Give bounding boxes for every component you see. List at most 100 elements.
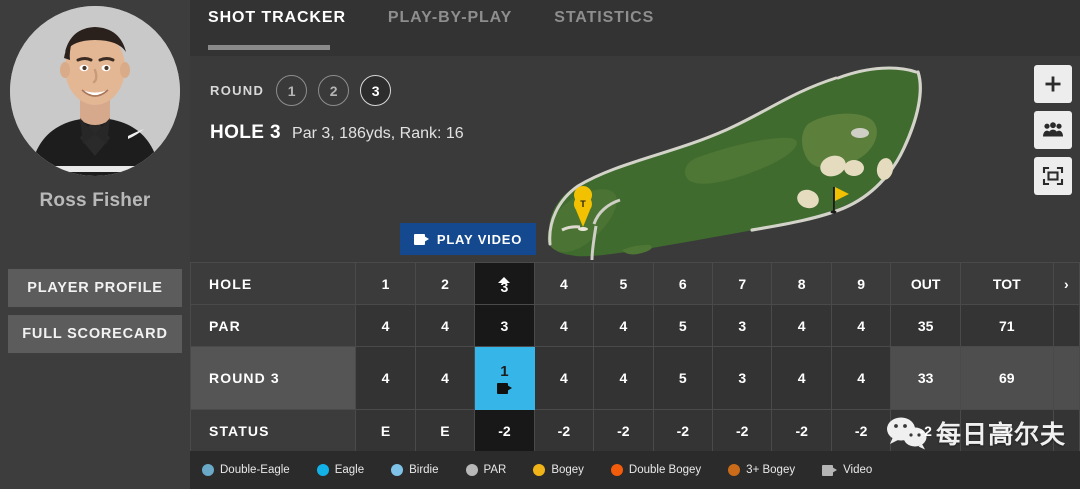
map-tools [1034, 65, 1072, 195]
row-label-round: ROUND 3 [189, 346, 357, 410]
hole-cell-8[interactable]: 8 [771, 262, 832, 305]
player-name: Ross Fisher [39, 190, 151, 211]
par-cell-8: 4 [771, 304, 832, 347]
hole-cell-1[interactable]: 1 [355, 262, 416, 305]
tab-statistics[interactable]: STATISTICS [554, 9, 676, 27]
par-cell-1: 4 [355, 304, 416, 347]
player-avatar-icon [10, 6, 180, 176]
round-row-endcap [1052, 346, 1080, 410]
round-cell-out: 33 [890, 346, 961, 410]
selected-hole-caret-icon [498, 277, 511, 283]
scorecard-table: HOLE 1 2 3 4 5 6 7 8 9 OUT [189, 262, 1080, 452]
legend-label-bogey: Bogey [551, 464, 584, 476]
round-cell-1[interactable]: 4 [355, 346, 416, 410]
flag-icon [830, 187, 849, 214]
fullscreen-icon [1042, 166, 1064, 186]
hole-cell-6[interactable]: 6 [652, 262, 714, 305]
status-cell-2: E [414, 409, 476, 452]
hole-title: HOLE 3 [210, 122, 282, 143]
legend-item-video: Video [822, 464, 872, 476]
table-row-hole: HOLE 1 2 3 4 5 6 7 8 9 OUT [189, 262, 1080, 305]
hole-cell-tot: TOT [959, 262, 1054, 305]
legend-label-three-plus-bogey: 3+ Bogey [746, 464, 796, 476]
status-row-endcap [1052, 409, 1080, 452]
round-option-2[interactable]: 2 [318, 75, 350, 106]
player-sidebar: Ross Fisher PLAYER PROFILE FULL SCORECAR… [0, 0, 190, 489]
row-label-status: STATUS [189, 409, 357, 452]
hole-cell-3[interactable]: 3 [474, 262, 535, 305]
status-cell-5: -2 [593, 409, 654, 452]
status-cell-9: -2 [830, 409, 892, 452]
legend-label-double-eagle: Double-Eagle [220, 464, 290, 476]
fullscreen-button[interactable] [1034, 157, 1072, 195]
round-cell-3[interactable]: 1 [474, 346, 535, 410]
par-cell-out: 35 [890, 304, 961, 347]
main-panel: SHOT TRACKER PLAY-BY-PLAY STATISTICS [189, 0, 1080, 489]
status-cell-3: -2 [474, 409, 535, 452]
status-cell-4: -2 [533, 409, 595, 452]
legend-dot-bogey [533, 464, 546, 476]
status-cell-6: -2 [652, 409, 714, 452]
tee-marker-icon: T [573, 186, 593, 231]
par-cell-tot: 71 [959, 304, 1054, 347]
hole-headline: HOLE 3 Par 3, 186yds, Rank: 16 [210, 122, 464, 144]
hole-cell-7[interactable]: 7 [712, 262, 773, 305]
legend-label-double-bogey: Double Bogey [628, 464, 702, 476]
round-option-1[interactable]: 1 [276, 75, 308, 106]
group-people-icon [1043, 122, 1063, 137]
play-video-label: PLAY VIDEO [436, 231, 523, 247]
round-cell-7[interactable]: 3 [712, 346, 773, 410]
video-camera-icon [822, 464, 838, 476]
status-cell-8: -2 [771, 409, 832, 452]
round-cell-2[interactable]: 4 [414, 346, 476, 410]
play-video-button[interactable]: PLAY VIDEO [400, 223, 536, 255]
par-cell-7: 3 [712, 304, 773, 347]
round-selector: ROUND 1 2 3 [210, 75, 402, 106]
round-option-3[interactable]: 3 [360, 75, 392, 106]
group-button[interactable] [1034, 111, 1072, 149]
hole-cell-5[interactable]: 5 [593, 262, 654, 305]
legend-dot-three-plus-bogey [728, 464, 741, 476]
legend-item-birdie: Birdie [391, 464, 439, 476]
round-cell-4[interactable]: 4 [533, 346, 595, 410]
legend-item-eagle: Eagle [316, 464, 364, 476]
tab-bar: SHOT TRACKER PLAY-BY-PLAY STATISTICS [190, 0, 1080, 56]
status-cell-tot: -2 [959, 409, 1054, 452]
par-cell-9: 4 [830, 304, 892, 347]
table-row-status: STATUS E E -2 -2 -2 -2 -2 -2 -2 -2 -2 [189, 409, 1080, 452]
player-profile-button[interactable]: PLAYER PROFILE [8, 269, 182, 307]
legend-item-double-eagle: Double-Eagle [202, 464, 290, 476]
avatar [10, 6, 180, 176]
legend-dot-eagle [316, 464, 329, 476]
hole-map: T [547, 66, 922, 260]
par-cell-4: 4 [533, 304, 595, 347]
hole-cell-3-label: 3 [500, 279, 509, 295]
next-holes-button[interactable]: › [1052, 262, 1080, 305]
hole-cell-9[interactable]: 9 [830, 262, 892, 305]
round-cell-tot: 69 [959, 346, 1054, 410]
video-camera-icon[interactable] [496, 382, 512, 394]
legend-dot-birdie [391, 464, 404, 476]
legend-label-birdie: Birdie [409, 464, 439, 476]
table-row-par: PAR 4 4 3 4 4 5 3 4 4 35 71 [189, 304, 1080, 347]
add-button[interactable] [1034, 65, 1072, 103]
round-cell-5[interactable]: 4 [593, 346, 654, 410]
svg-text:T: T [580, 199, 586, 209]
full-scorecard-button[interactable]: FULL SCORECARD [8, 315, 182, 353]
row-label-hole: HOLE [189, 262, 357, 305]
status-cell-out: -2 [890, 409, 961, 452]
hole-cell-4[interactable]: 4 [533, 262, 595, 305]
table-row-round: ROUND 3 4 4 1 4 4 5 3 4 4 33 [189, 346, 1080, 410]
round-cell-6[interactable]: 5 [652, 346, 714, 410]
status-cell-7: -2 [712, 409, 773, 452]
hole-cell-2[interactable]: 2 [414, 262, 476, 305]
status-cell-1: E [355, 409, 416, 452]
legend-item-three-plus-bogey: 3+ Bogey [728, 464, 795, 476]
round-cell-3-score: 1 [500, 362, 509, 380]
round-cell-9[interactable]: 4 [830, 346, 892, 410]
tab-shot-tracker[interactable]: SHOT TRACKER [208, 9, 368, 27]
legend-item-double-bogey: Double Bogey [610, 464, 702, 476]
tab-play-by-play[interactable]: PLAY-BY-PLAY [388, 9, 534, 27]
par-row-endcap [1052, 304, 1080, 347]
round-cell-8[interactable]: 4 [771, 346, 832, 410]
